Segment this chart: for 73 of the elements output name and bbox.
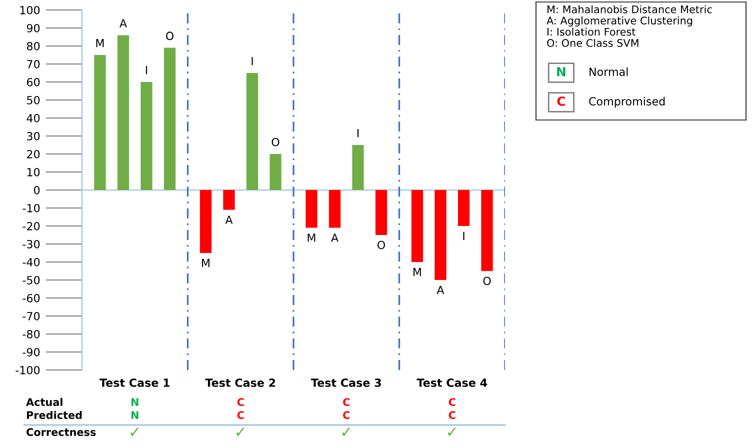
text: ✓ [342,428,350,436]
y-tick-label: -70 [22,312,40,320]
text: Actual [26,398,62,406]
text: C [237,398,244,406]
text: O [272,138,280,146]
y-tick-label: 100 [20,6,40,14]
bar [140,82,152,190]
y-tick-label: -30 [22,240,40,248]
y-tick-label: -100 [16,366,40,374]
y-tick-label: 90 [26,24,40,32]
y-tick-label: -80 [22,330,40,338]
y-tick-label: -50 [22,276,40,284]
series-label: A [225,216,233,224]
text: C [343,411,350,420]
text: N [131,411,138,419]
text: A [120,19,127,28]
text: ✓ [236,428,244,436]
text: ✓ [130,428,139,436]
text: Predicted [26,410,82,420]
bar [352,145,364,190]
y-tick-label: 30 [27,132,40,140]
text: Correctness [26,428,96,436]
y-tick-label: 50 [27,96,40,104]
y-tick-label: 20 [27,150,40,158]
text: I [357,129,359,138]
bar [306,190,318,228]
bar [200,190,212,253]
text: I [146,66,148,74]
y-tick-label: 70 [27,60,40,68]
text: C [237,411,244,420]
text: M [308,234,316,242]
y-tick-label: 60 [26,78,40,86]
series-label: M [202,258,210,267]
y-tick-label: 10 [27,168,40,176]
text: N [131,398,138,406]
text: C [448,398,456,406]
x-tick-label: Test Case 1 [100,378,170,387]
text: N [557,67,566,76]
text: Normal [590,67,628,76]
text: O: One Class SVM [547,38,638,47]
x-tick-label: Test Case 3 [311,378,381,387]
text: M [96,39,104,48]
y-tick-label: 0 [34,186,40,194]
text: A [436,286,444,294]
y-tick-label: -10 [22,204,40,212]
text: A: Agglomerative Clustering [546,16,692,27]
series-label: O [378,240,386,250]
text: C [557,96,565,106]
text: Compromised [589,96,665,108]
y-tick-label: -60 [22,294,40,302]
text: M: Mahalanobis Distance Metric [548,5,712,14]
series-label: I [463,232,464,240]
bar [246,73,258,190]
bar [223,190,235,210]
text: C [448,411,456,420]
text: A [331,234,338,242]
text: C [343,398,350,406]
y-tick-label: -40 [22,258,40,266]
y-tick-label: -20 [22,222,40,230]
text: I [252,57,253,66]
y-tick-label: 40 [26,114,40,122]
text: ✓ [448,428,456,436]
bar [411,190,424,262]
bar [434,190,446,280]
x-tick-label: Test Case 4 [416,378,488,387]
y-tick-label: 80 [26,42,40,50]
y-tick-label: -90 [22,348,40,356]
bar [328,190,341,228]
x-tick-label: Test Case 2 [205,378,276,387]
text: M [414,268,421,276]
text: O [166,32,174,40]
text: O [483,276,491,286]
text: I: Isolation Forest [548,28,636,36]
